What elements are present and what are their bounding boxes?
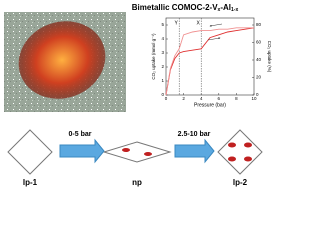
step-label: 2.5-10 bar xyxy=(178,131,211,138)
y2-tick-label: 40 xyxy=(256,57,262,62)
x-tick-label: 8 xyxy=(235,96,238,101)
y-tick-label: 2 xyxy=(161,64,164,69)
x-axis-label: Pressure (bar) xyxy=(194,102,226,108)
micrograph xyxy=(4,12,126,112)
title-sub: 1-x xyxy=(231,7,238,13)
y-tick-label: 3 xyxy=(161,50,164,55)
y2-tick-label: 0 xyxy=(256,92,259,97)
x-tick-label: 0 xyxy=(165,96,168,101)
series-line xyxy=(165,27,254,96)
stage-label: lp-2 xyxy=(233,178,248,187)
y2-tick-label: 80 xyxy=(256,22,262,27)
x-tick-label: 6 xyxy=(218,96,221,101)
arrow xyxy=(209,23,223,27)
diagram xyxy=(7,129,263,175)
series-line xyxy=(165,27,255,96)
title-part: -Al xyxy=(220,3,231,12)
stage-label: np xyxy=(132,178,142,187)
y2-axis-label: CO₂ uptake (%) xyxy=(267,41,272,73)
title-sub: x xyxy=(218,7,221,13)
y-axis-label: CO₂ uptake (mmol g⁻¹) xyxy=(151,33,156,80)
lp-2-frame xyxy=(217,129,263,175)
plot-frame xyxy=(165,17,255,96)
lp-1-frame xyxy=(7,129,53,175)
title: Bimetallic COMOC-2-Vx-Al1-x xyxy=(132,3,239,13)
crystal xyxy=(18,21,106,99)
annotation-label: X xyxy=(197,20,201,26)
np-frame xyxy=(102,141,172,163)
title-part: Bimetallic COMOC-2-V xyxy=(132,3,218,12)
y-tick-label: 0 xyxy=(161,92,164,97)
co2 xyxy=(122,142,252,162)
arrow xyxy=(207,37,221,41)
y2-tick-label: 20 xyxy=(256,75,262,80)
y-tick-label: 5 xyxy=(161,22,164,27)
arrow xyxy=(174,138,215,164)
x-tick-label: 10 xyxy=(251,96,257,101)
annotation-label: Y xyxy=(175,20,179,26)
step-label: 0-5 bar xyxy=(69,131,92,138)
graphical-abstract: Bimetallic COMOC-2-Vx-Al1-x 0 2 4 6 8 1001234… xyxy=(4,3,272,187)
y-tick-label: 4 xyxy=(161,36,164,41)
x-tick-label: 2 xyxy=(182,96,185,101)
arrow xyxy=(59,138,105,164)
y-tick-label: 1 xyxy=(161,78,164,83)
y2-tick-label: 60 xyxy=(256,40,262,45)
x-tick-label: 4 xyxy=(200,96,203,101)
stage-label: lp-1 xyxy=(23,178,38,187)
